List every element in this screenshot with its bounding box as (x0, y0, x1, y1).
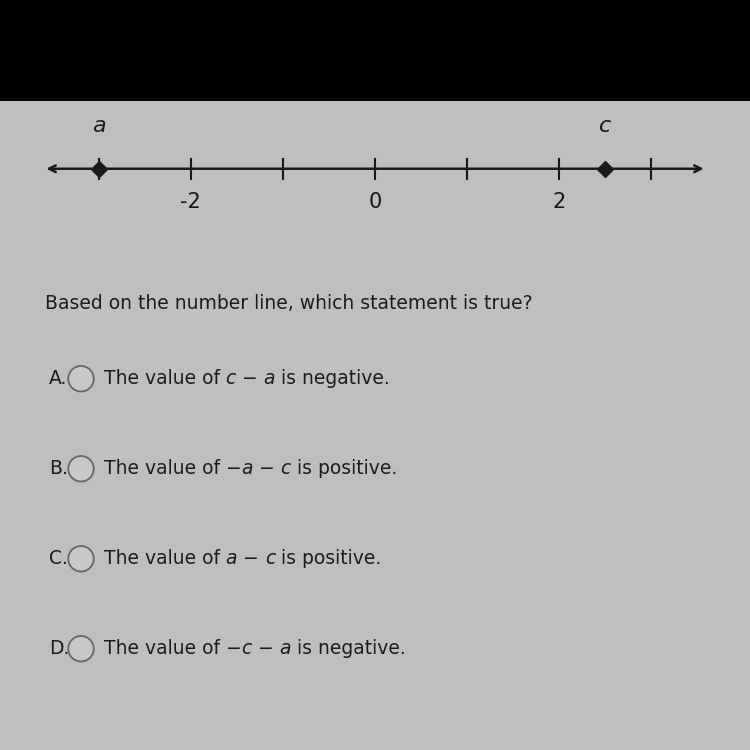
Text: 0: 0 (368, 192, 382, 212)
Text: c: c (242, 639, 251, 658)
Circle shape (68, 366, 94, 392)
Text: a: a (279, 639, 291, 658)
Circle shape (68, 636, 94, 662)
Text: is positive.: is positive. (275, 549, 381, 568)
Text: The value of −: The value of − (104, 459, 242, 478)
Text: 2: 2 (553, 192, 566, 212)
Text: a: a (226, 549, 237, 568)
Text: −: − (253, 459, 280, 478)
Text: Based on the number line, which statement is true?: Based on the number line, which statemen… (45, 294, 532, 314)
Text: is positive.: is positive. (291, 459, 397, 478)
Circle shape (68, 456, 94, 482)
Text: a: a (263, 369, 275, 388)
Text: c: c (226, 369, 236, 388)
Bar (0, 101, 750, 750)
Text: D.: D. (49, 639, 69, 658)
Text: A.: A. (49, 369, 68, 388)
Text: −: − (236, 369, 263, 388)
Text: The value of: The value of (104, 369, 226, 388)
Bar (0, 0, 750, 101)
Text: is negative.: is negative. (291, 639, 406, 658)
Text: −: − (237, 549, 265, 568)
Text: −: − (251, 639, 279, 658)
Text: a: a (92, 116, 106, 136)
Text: The value of −: The value of − (104, 639, 242, 658)
Circle shape (68, 546, 94, 572)
Text: c: c (265, 549, 275, 568)
Text: c: c (280, 459, 291, 478)
Text: C.: C. (49, 549, 68, 568)
Text: is negative.: is negative. (275, 369, 390, 388)
Text: The value of: The value of (104, 549, 226, 568)
Text: a: a (242, 459, 253, 478)
Text: B.: B. (49, 459, 68, 478)
Text: c: c (599, 116, 611, 136)
Text: -2: -2 (180, 192, 201, 212)
